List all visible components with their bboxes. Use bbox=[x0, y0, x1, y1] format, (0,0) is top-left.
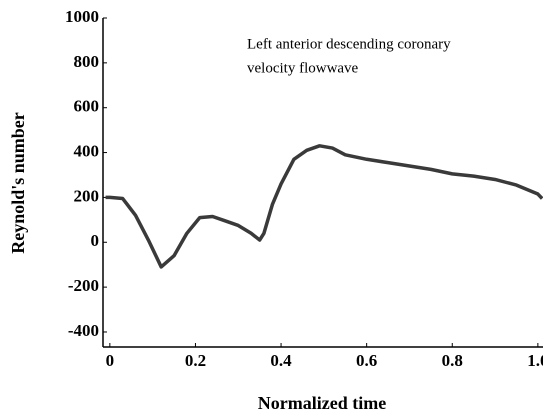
annotation: velocity flowwave bbox=[247, 60, 359, 76]
y-tick-label: 400 bbox=[74, 141, 100, 160]
data-line bbox=[105, 144, 543, 269]
x-axis-label: Normalized time bbox=[258, 393, 386, 413]
y-tick-label: 0 bbox=[91, 231, 100, 250]
x-tick-label: 0.8 bbox=[442, 351, 463, 370]
x-tick-label: 0.4 bbox=[270, 351, 292, 370]
y-tick-label: 1000 bbox=[65, 7, 99, 26]
y-tick-label: 200 bbox=[74, 186, 100, 205]
y-tick-label: -400 bbox=[68, 321, 99, 340]
x-tick-label: 1.0 bbox=[527, 351, 543, 370]
y-tick-label: -200 bbox=[68, 276, 99, 295]
y-axis-label: Reynold's number bbox=[8, 112, 28, 254]
y-tick-label: 600 bbox=[74, 97, 100, 116]
y-tick-label: 800 bbox=[74, 52, 100, 71]
x-tick-label: 0.2 bbox=[185, 351, 206, 370]
x-tick-label: 0 bbox=[106, 351, 115, 370]
annotation: Left anterior descending coronary bbox=[247, 36, 451, 52]
x-tick-label: 0.6 bbox=[356, 351, 377, 370]
